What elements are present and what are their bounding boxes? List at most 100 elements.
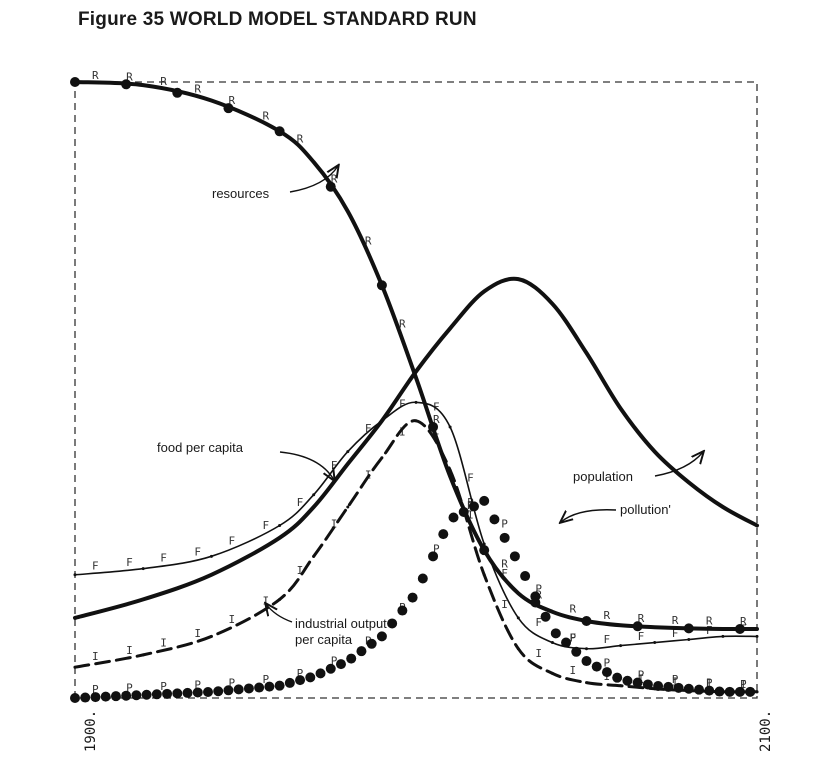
annotation-pollution: pollution' (620, 502, 671, 517)
plot-letter-resources: R (92, 69, 99, 82)
series-point-pollution (387, 618, 398, 629)
series-point-pollution (192, 687, 203, 698)
series-point-resources (683, 623, 694, 634)
series-point-food-per-capita (278, 524, 282, 528)
series-point-industrial-output-per-capita (414, 419, 418, 423)
plot-frame (74, 81, 758, 699)
series-point-pollution (100, 691, 111, 702)
series-point-population (721, 505, 725, 509)
plot-letter-pollution: P (740, 678, 747, 691)
series-point-pollution (428, 551, 439, 562)
plot-letter-industrial-output-per-capita: I (535, 647, 542, 660)
series-point-pollution (233, 684, 244, 695)
series-resources (70, 77, 759, 635)
series-point-resources (581, 616, 592, 626)
series-point-pollution (376, 631, 387, 642)
series-pollution (70, 495, 756, 703)
plot-letter-pollution: P (92, 683, 99, 696)
series-point-industrial-output-per-capita (755, 690, 759, 694)
plot-letter-resources: R (297, 133, 304, 146)
series-point-pollution (315, 668, 326, 679)
page-title: Figure 35 WORLD MODEL STANDARD RUN (78, 9, 477, 30)
series-point-pollution (335, 659, 346, 670)
plot-letter-industrial-output-per-capita: I (740, 678, 747, 691)
series-point-pollution (182, 687, 193, 698)
series-point-pollution (284, 677, 295, 688)
series-point-food-per-capita (653, 641, 657, 645)
series-point-food-per-capita (380, 419, 384, 423)
plot-letter-pollution: P (263, 673, 270, 686)
series-point-industrial-output-per-capita (482, 573, 486, 577)
plot-letter-pollution: P (638, 669, 645, 682)
plot-letter-pollution: P (467, 496, 474, 509)
series-point-pollution (561, 637, 572, 648)
series-point-food-per-capita (141, 567, 145, 571)
series-line-resources (73, 80, 759, 632)
plot-letter-industrial-output-per-capita: I (331, 518, 338, 531)
annotation-food-arrow (279, 451, 334, 480)
series-point-pollution (673, 682, 684, 693)
series-point-population (755, 524, 759, 528)
series-point-food-per-capita (209, 554, 213, 558)
series-point-pollution (550, 628, 561, 639)
series-point-industrial-output-per-capita (516, 647, 520, 651)
series-point-population (448, 326, 452, 330)
plot-letter-pollution: P (604, 656, 611, 669)
series-point-pollution (172, 688, 183, 699)
series-point-industrial-output-per-capita (312, 554, 316, 558)
plot-letter-industrial-output-per-capita: I (194, 627, 201, 640)
series-point-pollution (601, 667, 612, 678)
series-point-population (516, 277, 520, 281)
plot-letter-resources: R (194, 83, 201, 96)
series-point-food-per-capita (482, 542, 486, 546)
series-line-industrial-output-per-capita (73, 419, 759, 694)
plot-letter-food-per-capita: F (399, 398, 406, 411)
series-point-food-per-capita (721, 634, 725, 638)
plot-letter-resources: R (399, 317, 406, 330)
plot-letter-food-per-capita: F (569, 632, 576, 645)
series-point-pollution (274, 680, 285, 691)
plot-letter-resources: R (228, 94, 235, 107)
series-point-pollution (162, 688, 173, 699)
plot-letter-pollution: P (706, 676, 713, 689)
series-point-population (346, 462, 350, 466)
series-point-pollution (458, 506, 469, 517)
series-point-food-per-capita (687, 637, 691, 641)
series-point-industrial-output-per-capita (346, 505, 350, 509)
series-point-pollution (305, 672, 316, 683)
plot-letter-resources: R (740, 615, 747, 628)
series-point-pollution (642, 679, 653, 690)
plot-letter-food-per-capita: F (638, 630, 645, 643)
annotation-industrial-output: industrial output (295, 616, 387, 631)
plot-letter-resources: R (501, 558, 508, 571)
plot-letter-pollution: P (535, 582, 542, 595)
plot-letter-industrial-output-per-capita: I (569, 664, 576, 677)
series-point-industrial-output-per-capita (73, 665, 77, 669)
series-point-industrial-output-per-capita (448, 468, 452, 472)
series-point-industrial-output-per-capita (278, 597, 282, 601)
series-layer (70, 77, 759, 703)
plot-letter-pollution: P (228, 676, 235, 689)
annotation-industrial-arrow (266, 604, 293, 623)
plot-letter-food-per-capita: F (228, 535, 235, 548)
plot-letter-resources: R (433, 413, 440, 426)
series-point-pollution (663, 681, 674, 692)
series-food-per-capita (73, 400, 759, 651)
annotation-food-per-capita: food per capita (157, 440, 244, 455)
series-point-pollution (571, 646, 582, 657)
series-point-pollution (438, 529, 449, 540)
series-point-population (687, 480, 691, 484)
series-point-industrial-output-per-capita (619, 684, 623, 688)
plot-letter-industrial-output-per-capita: I (706, 677, 713, 690)
series-point-population (278, 536, 282, 540)
series-point-resources (376, 280, 387, 291)
series-point-pollution (520, 571, 531, 582)
series-point-food-per-capita (414, 400, 418, 404)
series-point-pollution (622, 675, 633, 686)
series-point-food-per-capita (550, 641, 554, 645)
series-point-population (653, 450, 657, 454)
series-point-food-per-capita (448, 425, 452, 429)
annotation-population: population (573, 469, 633, 484)
plot-letter-pollution: P (672, 673, 679, 686)
series-point-pollution (714, 686, 725, 697)
